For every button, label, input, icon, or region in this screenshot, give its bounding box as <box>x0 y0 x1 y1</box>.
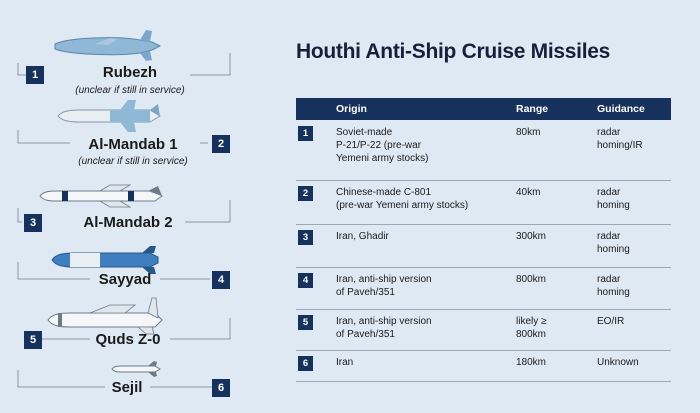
missile-sayyad-image <box>51 246 159 274</box>
missile-name-1: Rubezh <box>102 64 158 81</box>
cell-text: homing <box>597 244 630 255</box>
cell-origin: Iran, Ghadir <box>336 230 496 243</box>
table-row: 3 Iran, Ghadir 300km radar homing <box>296 226 671 268</box>
cell-text: Unknown <box>597 357 639 368</box>
cell-text: radar <box>597 187 621 198</box>
missile-number-badge-4: 4 <box>212 271 230 289</box>
missile-number-badge-6: 6 <box>212 379 230 397</box>
cell-text: Yemeni army stocks) <box>336 153 429 164</box>
leader-line-5b <box>170 318 231 340</box>
cell-text: Soviet-made <box>336 127 393 138</box>
row-number-badge: 1 <box>298 126 313 141</box>
table-header: Origin Range Guidance <box>296 98 671 120</box>
leader-line-3 <box>17 208 22 223</box>
missile-name-6: Sejil <box>111 379 143 396</box>
missile-quds-z0-image <box>47 297 163 335</box>
table-row: 2 Chinese-made C-801 (pre-war Yemeni arm… <box>296 182 671 225</box>
cell-text: radar <box>597 231 621 242</box>
table-row: 6 Iran 180km Unknown <box>296 352 671 382</box>
cell-text: Chinese-made C-801 <box>336 187 432 198</box>
cell-text: homing <box>597 200 630 211</box>
cell-range: likely ≥ 800km <box>516 315 576 341</box>
missile-note-2: (unclear if still in service) <box>78 156 188 167</box>
header-range: Range <box>516 103 549 115</box>
row-number-badge: 4 <box>298 273 313 288</box>
table-row: 4 Iran, anti-ship version of Paveh/351 8… <box>296 269 671 310</box>
leader-lines <box>17 53 231 388</box>
header-guidance: Guidance <box>597 103 645 115</box>
cell-origin: Iran, anti-ship version of Paveh/351 <box>336 315 496 341</box>
missile-number-badge-1: 1 <box>26 66 44 84</box>
leader-line-1 <box>17 63 28 76</box>
cell-text: 40km <box>516 187 541 198</box>
cell-guidance: EO/IR <box>597 315 667 328</box>
missile-sejil-image <box>111 361 161 377</box>
table-row: 5 Iran, anti-ship version of Paveh/351 l… <box>296 311 671 351</box>
cell-text: likely ≥ <box>516 316 547 327</box>
cell-text: Iran, Ghadir <box>336 231 389 242</box>
leader-line-2 <box>17 130 70 144</box>
cell-text: homing <box>597 287 630 298</box>
row-number-badge: 3 <box>298 230 313 245</box>
missile-name-3: Al-Mandab 2 <box>83 214 173 231</box>
cell-range: 800km <box>516 273 576 286</box>
missile-al-mandab-1-image <box>57 100 161 132</box>
cell-range: 40km <box>516 186 576 199</box>
missile-name-4: Sayyad <box>98 271 152 288</box>
cell-guidance: radar homing/IR <box>597 126 667 152</box>
missile-rubezh-image <box>54 30 162 61</box>
cell-origin: Iran <box>336 356 496 369</box>
missile-al-mandab-2-image <box>39 184 163 208</box>
cell-guidance: radar homing <box>597 230 667 256</box>
header-origin: Origin <box>336 103 367 115</box>
leader-line-6 <box>17 370 105 388</box>
missile-name-2: Al-Mandab 1 <box>88 136 178 153</box>
cell-text: of Paveh/351 <box>336 287 395 298</box>
table-row: 1 Soviet-made P-21/P-22 (pre-war Yemeni … <box>296 122 671 181</box>
cell-origin: Chinese-made C-801 (pre-war Yemeni army … <box>336 186 496 212</box>
cell-text: 180km <box>516 357 547 368</box>
row-number-badge: 2 <box>298 186 313 201</box>
cell-guidance: Unknown <box>597 356 667 369</box>
cell-range: 180km <box>516 356 576 369</box>
missile-number-badge-3: 3 <box>24 214 42 232</box>
leader-line-3b <box>185 200 231 223</box>
cell-text: 300km <box>516 231 547 242</box>
missile-note-1: (unclear if still in service) <box>75 85 185 96</box>
cell-text: 800km <box>516 329 547 340</box>
cell-text: Iran, anti-ship version <box>336 316 432 327</box>
cell-text: radar <box>597 274 621 285</box>
row-number-badge: 5 <box>298 315 313 330</box>
cell-text: homing/IR <box>597 140 643 151</box>
cell-text: 800km <box>516 274 547 285</box>
cell-guidance: radar homing <box>597 273 667 299</box>
cell-text: Iran <box>336 357 354 368</box>
missile-name-5: Quds Z-0 <box>95 331 161 348</box>
cell-range: 80km <box>516 126 576 139</box>
missile-number-badge-2: 2 <box>212 135 230 153</box>
cell-text: (pre-war Yemeni army stocks) <box>336 200 469 211</box>
cell-text: of Paveh/351 <box>336 329 395 340</box>
cell-guidance: radar homing <box>597 186 667 212</box>
row-number-badge: 6 <box>298 356 313 371</box>
missile-number-badge-5: 5 <box>24 331 42 349</box>
missile-illustrations <box>17 30 231 388</box>
cell-text: Iran, anti-ship version <box>336 274 432 285</box>
page-title: Houthi Anti-Ship Cruise Missiles <box>296 40 610 63</box>
cell-range: 300km <box>516 230 576 243</box>
cell-origin: Iran, anti-ship version of Paveh/351 <box>336 273 496 299</box>
cell-text: radar <box>597 127 621 138</box>
leader-line-1b <box>190 53 231 76</box>
cell-text: EO/IR <box>597 316 625 327</box>
leader-line-4 <box>17 262 90 280</box>
cell-text: P-21/P-22 (pre-war <box>336 140 422 151</box>
cell-origin: Soviet-made P-21/P-22 (pre-war Yemeni ar… <box>336 126 496 165</box>
cell-text: 80km <box>516 127 541 138</box>
